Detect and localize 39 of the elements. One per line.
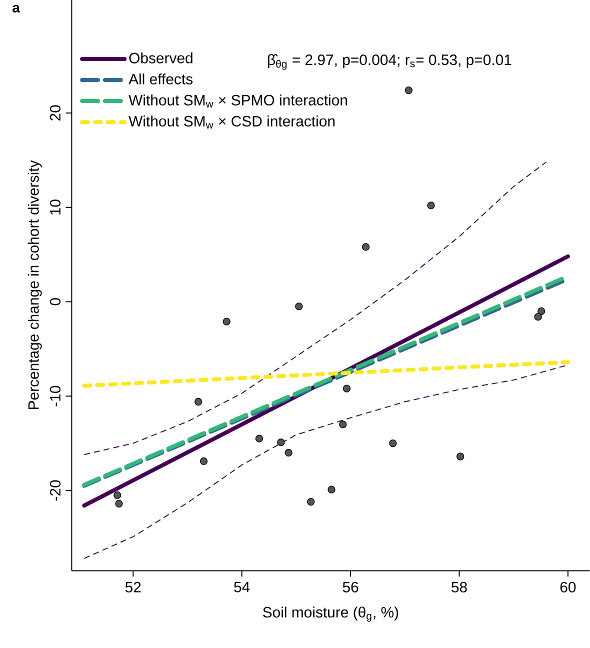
y-tick-label: 10	[50, 200, 61, 214]
point	[328, 486, 336, 494]
point	[456, 452, 464, 460]
y-tick-label: -10	[50, 386, 61, 406]
point	[115, 500, 123, 508]
legend-label: Without SM$_{w}$ × CSD interaction	[128, 116, 335, 129]
x-tick-label: 52	[125, 582, 141, 592]
chart-title: a	[12, 4, 20, 13]
point	[342, 384, 351, 392]
point	[284, 448, 292, 457]
point	[404, 86, 413, 94]
point	[277, 438, 285, 446]
legend-label: Observed	[129, 52, 192, 64]
point	[222, 318, 230, 326]
annotation: β̂$_{θg}$ = 2.97, p=0.004; r$_{s}$= 0.53, p=0.01	[268, 54, 512, 70]
point	[534, 312, 542, 321]
point	[427, 202, 435, 210]
y-tick-label: -20	[50, 480, 61, 501]
point	[362, 243, 370, 251]
x-tick-label: 54	[234, 582, 250, 592]
x-tick-label: 56	[342, 582, 358, 592]
point	[389, 439, 397, 448]
legend-label: Without SM$_{w}$ × SPMO interaction	[128, 94, 347, 108]
y-tick-label: 0	[50, 298, 61, 306]
point	[200, 457, 208, 466]
y-tick-label: 20	[50, 105, 61, 121]
x-tick-label: 58	[452, 582, 467, 592]
x-axis-title: Soil moisture (θ$_{g}$, %)	[263, 606, 398, 622]
point	[255, 434, 264, 442]
point	[194, 398, 202, 406]
legend-label: All effects	[128, 73, 193, 84]
point	[537, 307, 546, 315]
point	[339, 420, 347, 428]
x-tick-label: 60	[560, 582, 576, 592]
line-series	[84, 162, 547, 456]
point	[114, 491, 122, 500]
point	[295, 302, 303, 310]
point	[307, 498, 315, 506]
y-axis-title: Percentage change in cohort diversity	[28, 160, 42, 409]
